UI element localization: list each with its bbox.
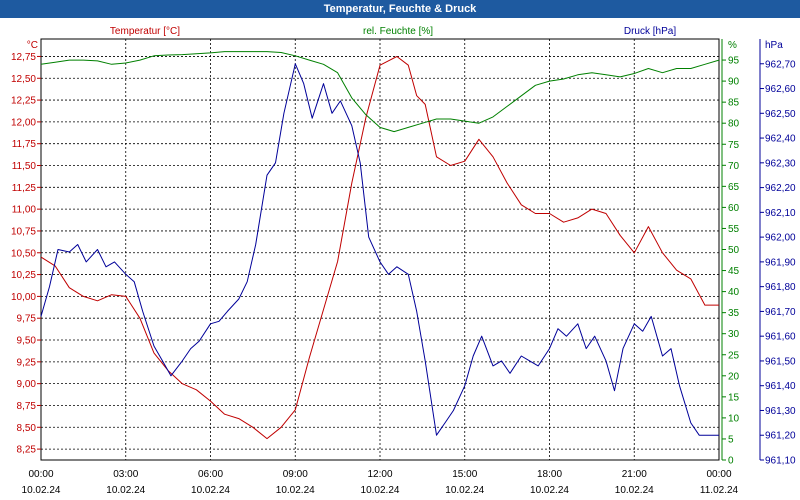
pressure-tick-label: 962,20: [765, 183, 796, 194]
x-tick-time-label: 15:00: [452, 469, 477, 480]
humidity-tick-label: 60: [728, 203, 740, 214]
temperature-tick-label: 12,75: [11, 52, 36, 63]
temperature-tick-label: 10,75: [11, 226, 36, 237]
pressure-tick-label: 961,40: [765, 381, 796, 392]
x-tick-date-label: 10.02.24: [445, 485, 484, 496]
x-tick-time-label: 12:00: [367, 469, 392, 480]
humidity-tick-label: 20: [728, 371, 740, 382]
pressure-tick-label: 962,10: [765, 208, 796, 219]
humidity-tick-label: 0: [728, 456, 734, 467]
pressure-series-line: [40, 63, 719, 436]
humidity-axis-title: rel. Feuchte [%]: [363, 26, 433, 37]
humidity-tick-label: 85: [728, 98, 740, 109]
temperature-tick-label: 9,25: [17, 357, 37, 368]
humidity-tick-label: 45: [728, 266, 740, 277]
pressure-tick-label: 962,40: [765, 134, 796, 145]
x-tick-time-label: 09:00: [283, 469, 308, 480]
pressure-tick-label: 961,60: [765, 332, 796, 343]
pressure-tick-label: 961,90: [765, 257, 796, 268]
humidity-tick-label: 80: [728, 119, 740, 130]
humidity-tick-label: 35: [728, 308, 740, 319]
pressure-tick-label: 961,80: [765, 282, 796, 293]
pressure-tick-label: 962,60: [765, 84, 796, 95]
temperature-tick-label: 10,25: [11, 270, 36, 281]
humidity-tick-label: 15: [728, 392, 740, 403]
temperature-tick-label: 12,50: [11, 74, 36, 85]
x-tick-date-label: 10.02.24: [361, 485, 400, 496]
pressure-tick-label: 962,70: [765, 59, 796, 70]
temperature-tick-label: 9,50: [17, 336, 37, 347]
x-tick-time-label: 00:00: [706, 469, 731, 480]
humidity-tick-label: 90: [728, 77, 740, 88]
temperature-tick-label: 12,25: [11, 96, 36, 107]
x-tick-time-label: 03:00: [113, 469, 138, 480]
pressure-tick-label: 961,70: [765, 307, 796, 318]
humidity-tick-label: 25: [728, 350, 740, 361]
pressure-tick-label: 961,10: [765, 456, 796, 467]
x-tick-time-label: 21:00: [622, 469, 647, 480]
humidity-unit: %: [728, 40, 737, 51]
humidity-tick-label: 65: [728, 182, 740, 193]
pressure-axis-title: Druck [hPa]: [624, 26, 676, 37]
x-tick-date-label: 10.02.24: [22, 485, 61, 496]
temperature-tick-label: 11,25: [12, 183, 37, 194]
temperature-unit: °C: [27, 40, 38, 51]
x-tick-date-label: 10.02.24: [191, 485, 230, 496]
x-tick-time-label: 18:00: [537, 469, 562, 480]
temperature-tick-label: 10,50: [11, 248, 36, 259]
x-tick-date-label: 10.02.24: [106, 485, 145, 496]
pressure-tick-label: 961,30: [765, 406, 796, 417]
humidity-tick-label: 55: [728, 224, 740, 235]
grid-lines: [40, 38, 720, 461]
temperature-tick-label: 8,75: [17, 401, 37, 412]
temperature-series-line: [40, 56, 719, 440]
pressure-tick-label: 962,50: [765, 109, 796, 120]
temperature-tick-label: 9,75: [17, 314, 37, 325]
temperature-tick-label: 10,00: [11, 292, 36, 303]
x-tick-date-label: 11.02.24: [700, 485, 739, 496]
temperature-tick-label: 11,75: [12, 139, 37, 150]
temperature-tick-label: 11,50: [12, 161, 37, 172]
humidity-tick-label: 75: [728, 140, 740, 151]
temperature-tick-label: 12,00: [11, 117, 36, 128]
humidity-tick-label: 10: [728, 413, 740, 424]
pressure-unit: hPa: [765, 40, 783, 51]
x-tick-date-label: 10.02.24: [530, 485, 569, 496]
pressure-tick-label: 962,00: [765, 233, 796, 244]
humidity-tick-label: 70: [728, 161, 740, 172]
humidity-tick-label: 30: [728, 329, 740, 340]
temperature-axis-title: Temperatur [°C]: [110, 26, 180, 37]
pressure-tick-label: 962,30: [765, 158, 796, 169]
humidity-tick-label: 40: [728, 287, 740, 298]
humidity-tick-label: 5: [728, 434, 734, 445]
x-tick-date-label: 10.02.24: [276, 485, 315, 496]
chart-title: Temperatur, Feuchte & Druck: [0, 0, 800, 18]
humidity-tick-label: 50: [728, 245, 740, 256]
pressure-tick-label: 961,20: [765, 431, 796, 442]
temperature-tick-label: 11,00: [12, 205, 37, 216]
x-tick-time-label: 06:00: [198, 469, 223, 480]
humidity-tick-label: 95: [728, 56, 740, 67]
temperature-tick-label: 9,00: [17, 379, 37, 390]
axis-ticks: [37, 39, 764, 461]
axis-labels: 8,25 8,50 8,75 9,00 9,25 9,50 9,75 10,00 10,25 10…: [11, 26, 796, 496]
humidity-series-line: [40, 51, 720, 133]
temperature-tick-label: 8,50: [17, 423, 37, 434]
pressure-tick-label: 961,50: [765, 356, 796, 367]
x-tick-date-label: 10.02.24: [615, 485, 654, 496]
series-lines: [40, 51, 720, 440]
temperature-tick-label: 8,25: [17, 445, 37, 456]
x-tick-time-label: 00:00: [28, 469, 53, 480]
